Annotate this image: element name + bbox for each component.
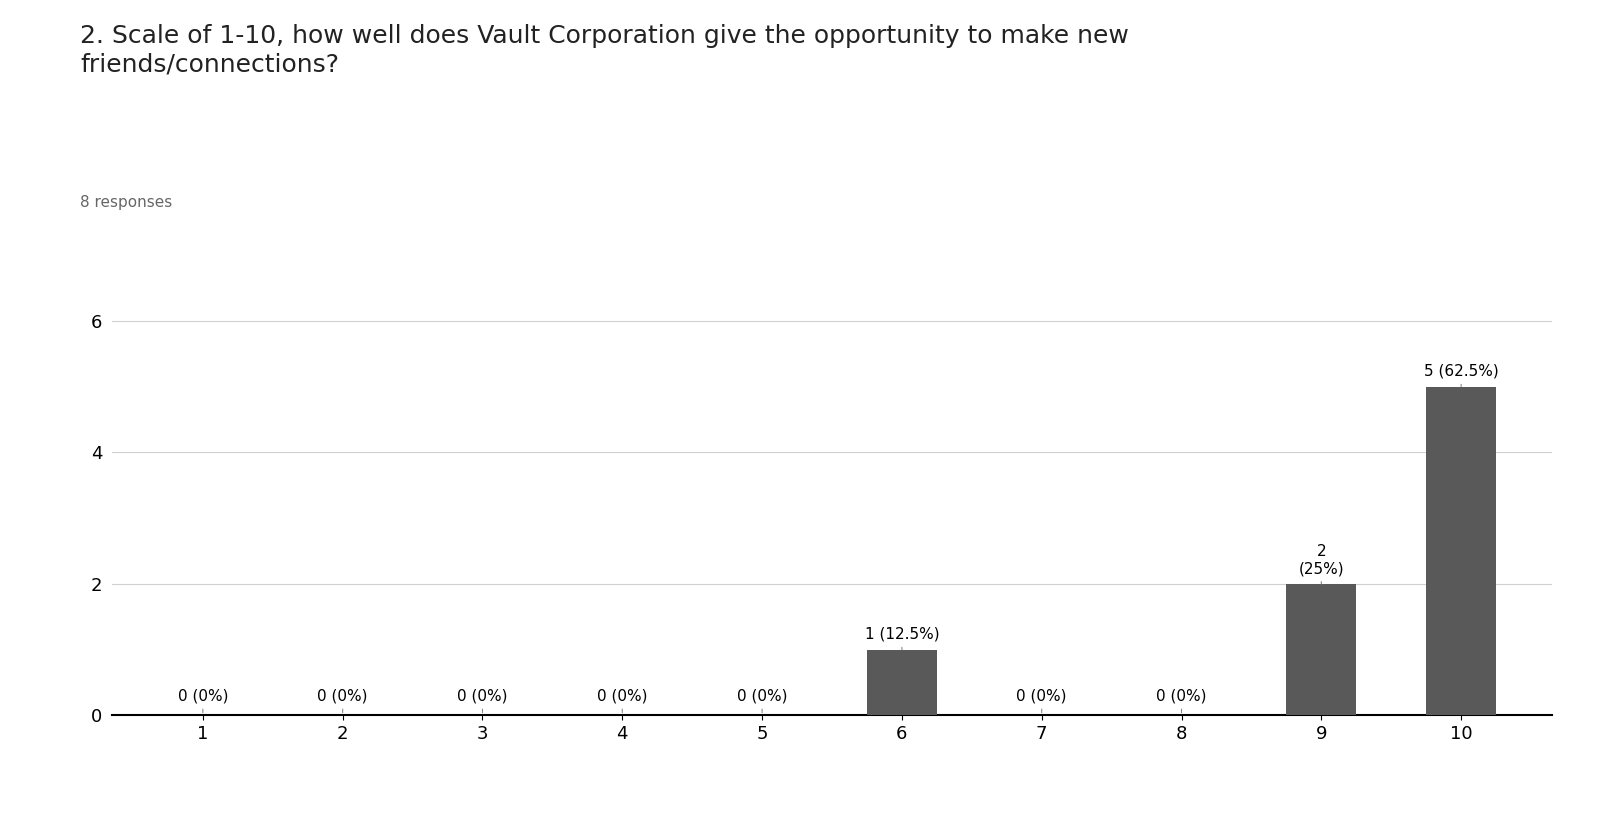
Text: 8 responses: 8 responses xyxy=(80,195,173,210)
Bar xyxy=(1286,584,1357,715)
Text: 1 (12.5%): 1 (12.5%) xyxy=(864,627,939,650)
Bar xyxy=(1426,387,1496,715)
Text: 0 (0%): 0 (0%) xyxy=(738,689,787,713)
Bar xyxy=(867,650,938,715)
Text: 0 (0%): 0 (0%) xyxy=(458,689,507,713)
Text: 2
(25%): 2 (25%) xyxy=(1299,544,1344,584)
Text: 0 (0%): 0 (0%) xyxy=(317,689,368,713)
Text: 0 (0%): 0 (0%) xyxy=(178,689,229,713)
Text: 0 (0%): 0 (0%) xyxy=(597,689,648,713)
Text: 0 (0%): 0 (0%) xyxy=(1157,689,1206,713)
Text: 2. Scale of 1-10, how well does Vault Corporation give the opportunity to make n: 2. Scale of 1-10, how well does Vault Co… xyxy=(80,24,1130,76)
Text: 0 (0%): 0 (0%) xyxy=(1016,689,1067,713)
Text: 5 (62.5%): 5 (62.5%) xyxy=(1424,363,1499,387)
